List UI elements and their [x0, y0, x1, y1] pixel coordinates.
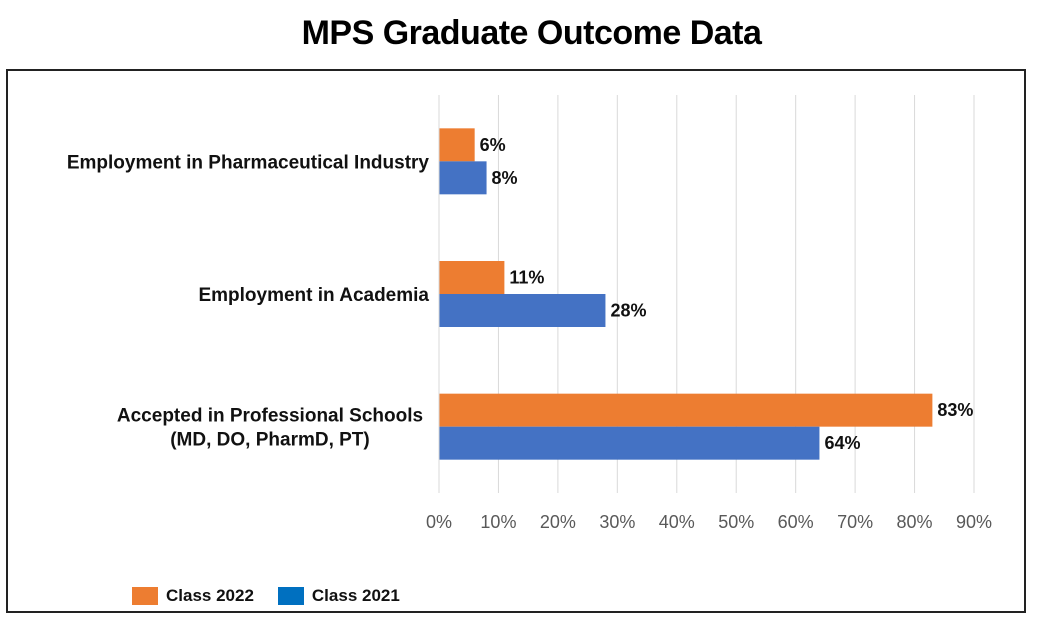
data-label-class-2021: 28% [610, 301, 646, 321]
data-label-class-2022: 11% [509, 268, 544, 288]
x-tick-label: 80% [897, 512, 933, 532]
category-label: Employment in Academia [198, 285, 429, 306]
data-label-class-2021: 8% [492, 168, 518, 188]
data-label-class-2022: 83% [937, 400, 973, 420]
legend-item-class-2021: Class 2021 [277, 586, 400, 606]
legend-label-class-2021: Class 2021 [311, 586, 400, 605]
category-label: Accepted in Professional Schools [117, 406, 423, 427]
x-tick-label: 10% [480, 512, 516, 532]
x-tick-label: 90% [956, 512, 992, 532]
legend-item-class-2022: Class 2022 [132, 586, 254, 606]
bar-class-2022-employment-in-academia [439, 261, 505, 294]
x-tick-label: 20% [540, 512, 576, 532]
category-label: Employment in Pharmaceutical Industry [67, 152, 430, 173]
x-tick-label: 70% [837, 512, 873, 532]
legend-label-class-2022: Class 2022 [166, 586, 254, 605]
legend-swatch-class-2022 [132, 587, 158, 605]
x-tick-label: 60% [778, 512, 814, 532]
x-tick-label: 30% [599, 512, 635, 532]
bar-class-2021-accepted-in-professional-schools [439, 426, 820, 460]
bar-class-2021-employment-in-academia [439, 294, 606, 327]
category-label: (MD, DO, PharmD, PT) [170, 430, 370, 451]
chart-frame [6, 69, 1026, 613]
bar-class-2022-employment-in-pharmaceutical-industry [439, 128, 475, 162]
legend-swatch-class-2021 [277, 587, 304, 605]
x-tick-label: 50% [718, 512, 754, 532]
data-label-class-2021: 64% [824, 433, 860, 453]
x-tick-label: 0% [426, 512, 452, 532]
bar-class-2021-employment-in-pharmaceutical-industry [439, 161, 487, 195]
x-tick-label: 40% [659, 512, 695, 532]
data-label-class-2022: 6% [480, 135, 506, 155]
legend: Class 2022 Class 2021 [132, 586, 400, 606]
chart-title: MPS Graduate Outcome Data [301, 14, 762, 52]
bar-class-2022-accepted-in-professional-schools [439, 393, 933, 427]
